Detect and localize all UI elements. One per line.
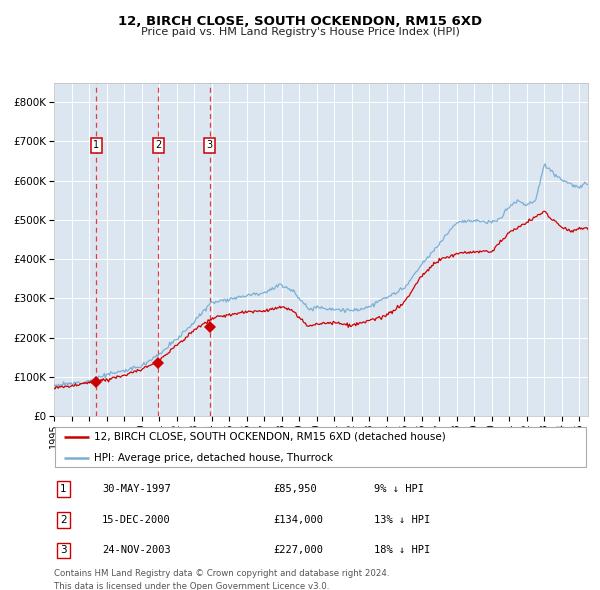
Text: 2: 2 (60, 515, 67, 525)
Text: 12, BIRCH CLOSE, SOUTH OCKENDON, RM15 6XD (detached house): 12, BIRCH CLOSE, SOUTH OCKENDON, RM15 6X… (94, 432, 446, 442)
Text: 1: 1 (60, 484, 67, 494)
Text: Contains HM Land Registry data © Crown copyright and database right 2024.: Contains HM Land Registry data © Crown c… (54, 569, 389, 578)
Text: This data is licensed under the Open Government Licence v3.0.: This data is licensed under the Open Gov… (54, 582, 329, 590)
Text: 13% ↓ HPI: 13% ↓ HPI (374, 515, 431, 525)
FancyBboxPatch shape (55, 427, 586, 467)
Text: 12, BIRCH CLOSE, SOUTH OCKENDON, RM15 6XD: 12, BIRCH CLOSE, SOUTH OCKENDON, RM15 6X… (118, 15, 482, 28)
Text: Price paid vs. HM Land Registry's House Price Index (HPI): Price paid vs. HM Land Registry's House … (140, 27, 460, 37)
Text: £85,950: £85,950 (273, 484, 317, 494)
Text: 30-MAY-1997: 30-MAY-1997 (102, 484, 171, 494)
Text: 9% ↓ HPI: 9% ↓ HPI (374, 484, 424, 494)
Text: 3: 3 (207, 140, 213, 150)
Text: £134,000: £134,000 (273, 515, 323, 525)
Text: 1: 1 (93, 140, 99, 150)
Text: 15-DEC-2000: 15-DEC-2000 (102, 515, 171, 525)
Text: 2: 2 (155, 140, 161, 150)
Text: £227,000: £227,000 (273, 546, 323, 555)
Text: 18% ↓ HPI: 18% ↓ HPI (374, 546, 431, 555)
Text: HPI: Average price, detached house, Thurrock: HPI: Average price, detached house, Thur… (94, 453, 333, 463)
Text: 3: 3 (60, 546, 67, 555)
Text: 24-NOV-2003: 24-NOV-2003 (102, 546, 171, 555)
